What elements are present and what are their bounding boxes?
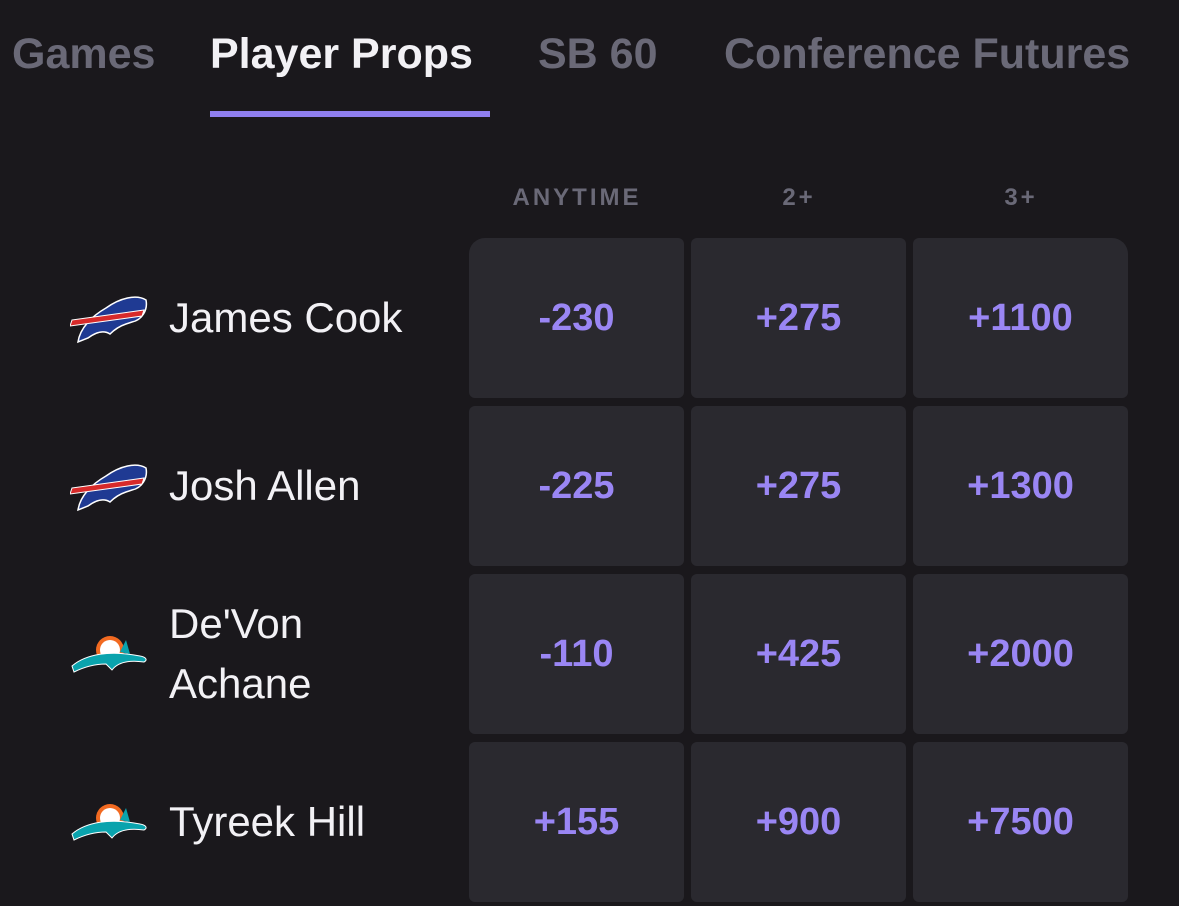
tab-player-props[interactable]: Player Props [210, 30, 473, 78]
bills-logo-icon [69, 290, 148, 346]
odds-button[interactable]: +900 [691, 742, 906, 902]
player-row-label: Josh Allen [69, 406, 450, 566]
active-tab-indicator [210, 111, 490, 117]
tab-conference-futures[interactable]: Conference Futures [724, 30, 1131, 78]
odds-button[interactable]: +7500 [913, 742, 1128, 902]
column-header-3plus: 3+ [1004, 184, 1038, 211]
tab-sb-60[interactable]: SB 60 [538, 30, 658, 78]
odds-button[interactable]: -225 [469, 406, 684, 566]
tab-games[interactable]: Games [12, 30, 156, 78]
bills-logo-icon [69, 458, 148, 514]
dolphins-logo-icon [70, 794, 148, 850]
odds-button[interactable]: +425 [691, 574, 906, 734]
player-name: James Cook [169, 294, 403, 341]
player-row-label: James Cook [69, 238, 450, 398]
player-row-label: Tyreek Hill [70, 742, 450, 902]
odds-button[interactable]: +275 [691, 238, 906, 398]
odds-button[interactable]: +155 [469, 742, 684, 902]
odds-button[interactable]: -110 [469, 574, 684, 734]
odds-button[interactable]: +1300 [913, 406, 1128, 566]
column-header-2plus: 2+ [782, 184, 816, 211]
dolphins-logo-icon [70, 626, 148, 682]
odds-button[interactable]: -230 [469, 238, 684, 398]
column-header-anytime: ANYTIME [512, 184, 642, 211]
odds-button[interactable]: +2000 [913, 574, 1128, 734]
odds-button[interactable]: +1100 [913, 238, 1128, 398]
odds-button[interactable]: +275 [691, 406, 906, 566]
player-name: Tyreek Hill [169, 798, 366, 845]
player-name: De'Von Achane [169, 600, 312, 707]
player-row-label: De'Von Achane [70, 574, 450, 734]
player-name: Josh Allen [169, 462, 361, 509]
